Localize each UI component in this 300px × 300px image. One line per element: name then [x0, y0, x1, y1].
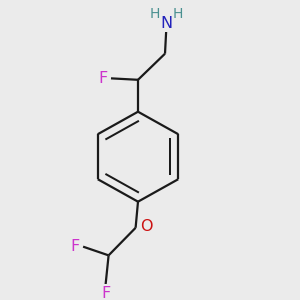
Text: F: F: [101, 286, 110, 300]
Text: F: F: [98, 71, 107, 86]
Text: N: N: [160, 16, 172, 31]
Text: H: H: [150, 7, 160, 21]
Text: O: O: [140, 219, 152, 234]
Text: H: H: [173, 7, 183, 21]
Text: F: F: [70, 239, 79, 254]
